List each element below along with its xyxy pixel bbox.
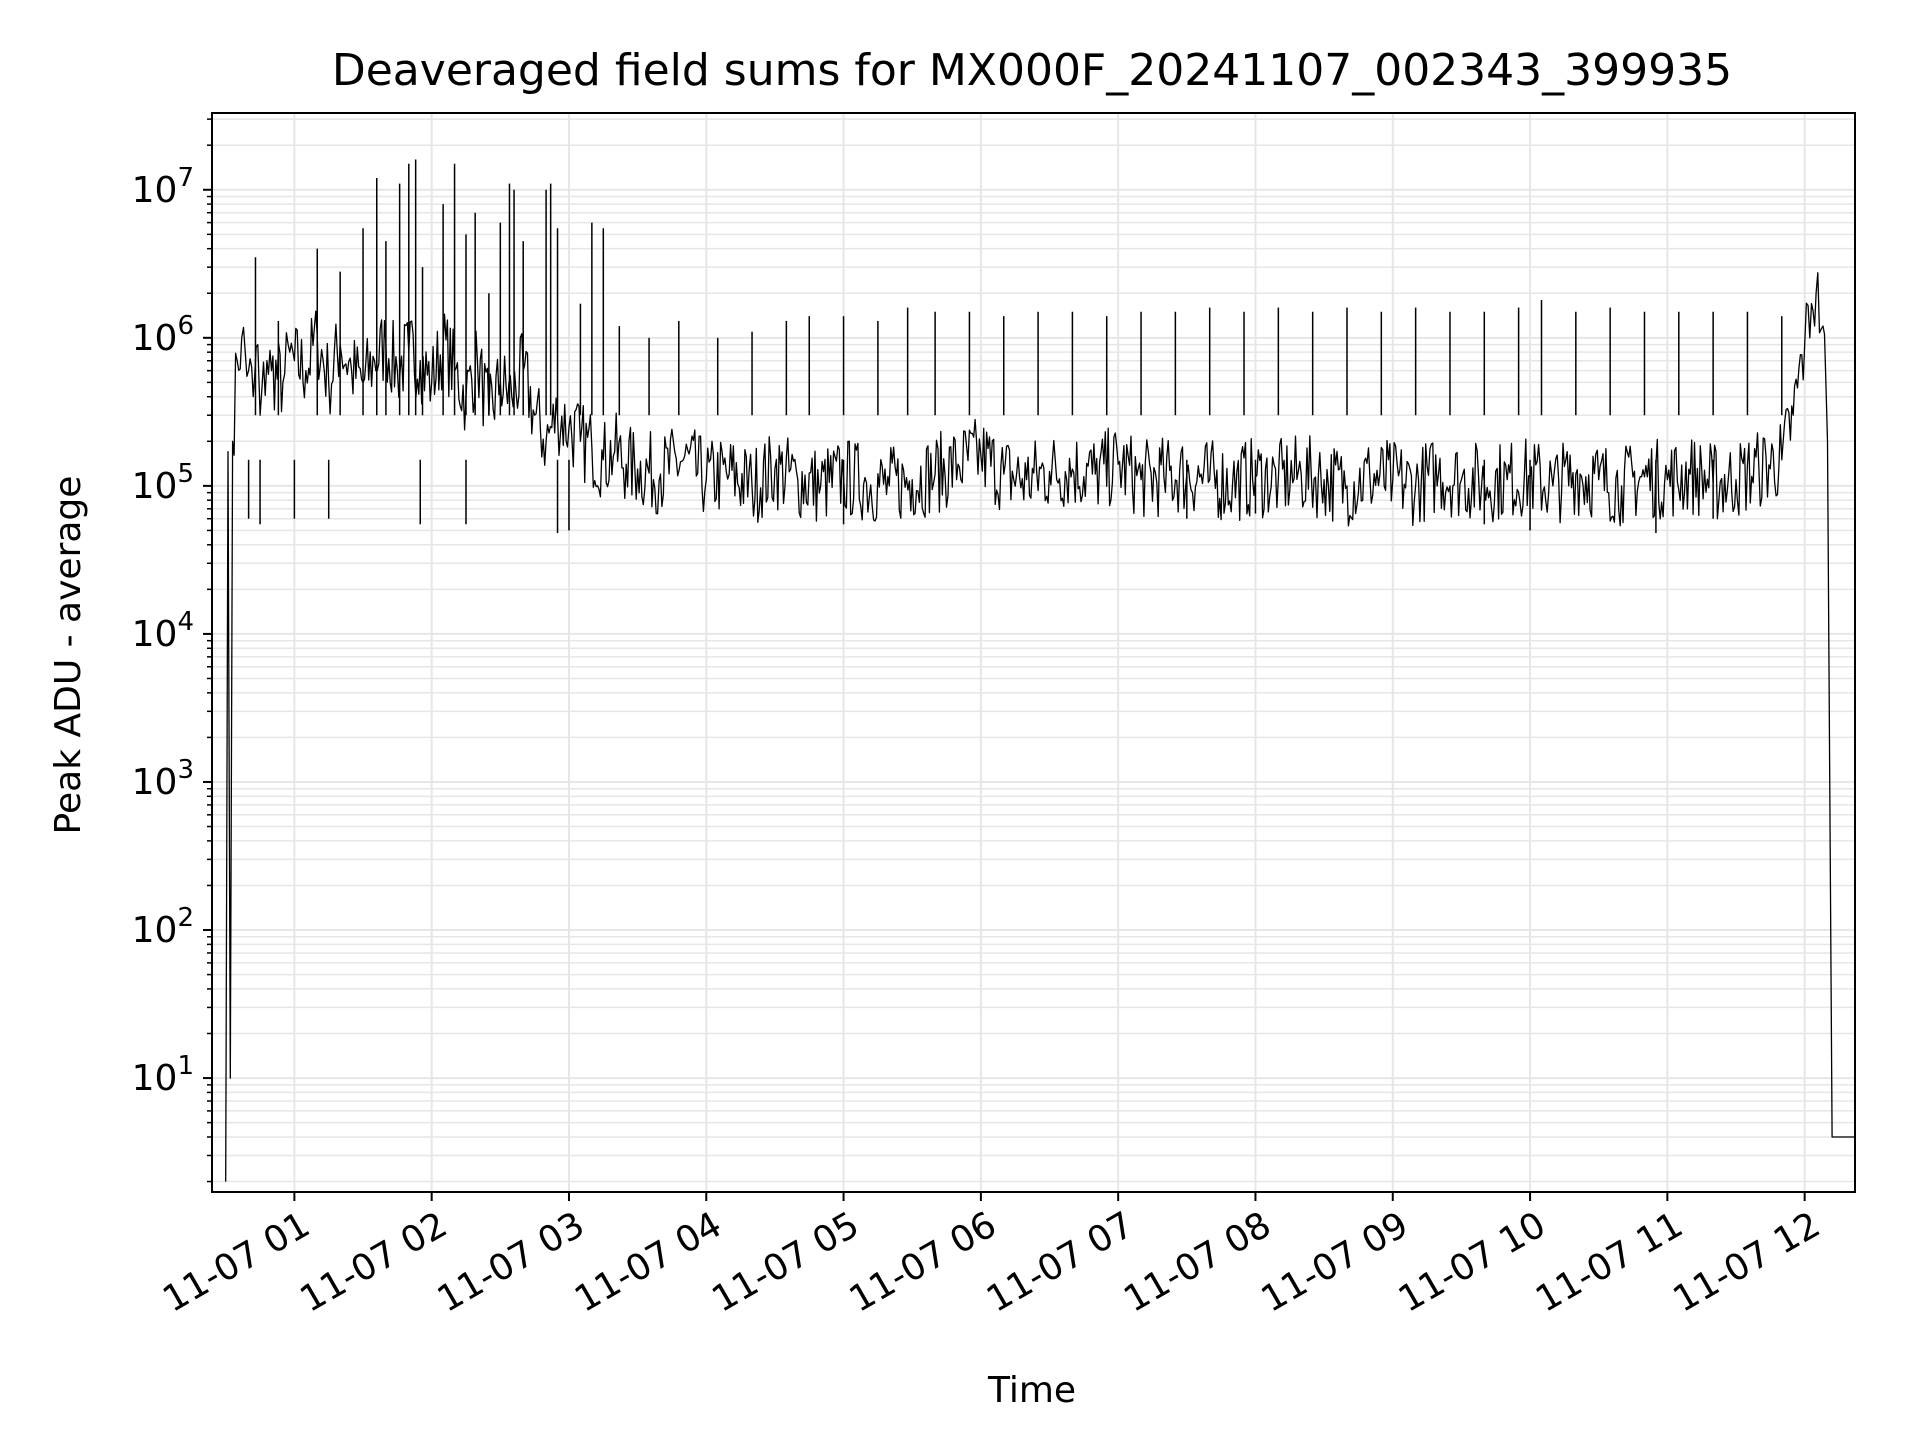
y-tick-label: 102 <box>132 903 194 951</box>
y-axis-label: Peak ADU - average <box>48 476 89 835</box>
grid <box>212 113 1855 1192</box>
axes-frame <box>211 112 1856 1193</box>
y-tick-label: 101 <box>132 1051 194 1099</box>
plot-area <box>225 159 1855 1182</box>
y-tick-label: 107 <box>132 163 194 211</box>
y-tick-label: 106 <box>132 311 194 359</box>
y-tick-label: 105 <box>132 459 194 507</box>
chart-title: Deaveraged field sums for MX000F_2024110… <box>332 45 1732 96</box>
y-tick-label: 103 <box>132 755 194 803</box>
x-axis-label: Time <box>987 1370 1076 1411</box>
y-tick-label: 104 <box>132 607 194 655</box>
